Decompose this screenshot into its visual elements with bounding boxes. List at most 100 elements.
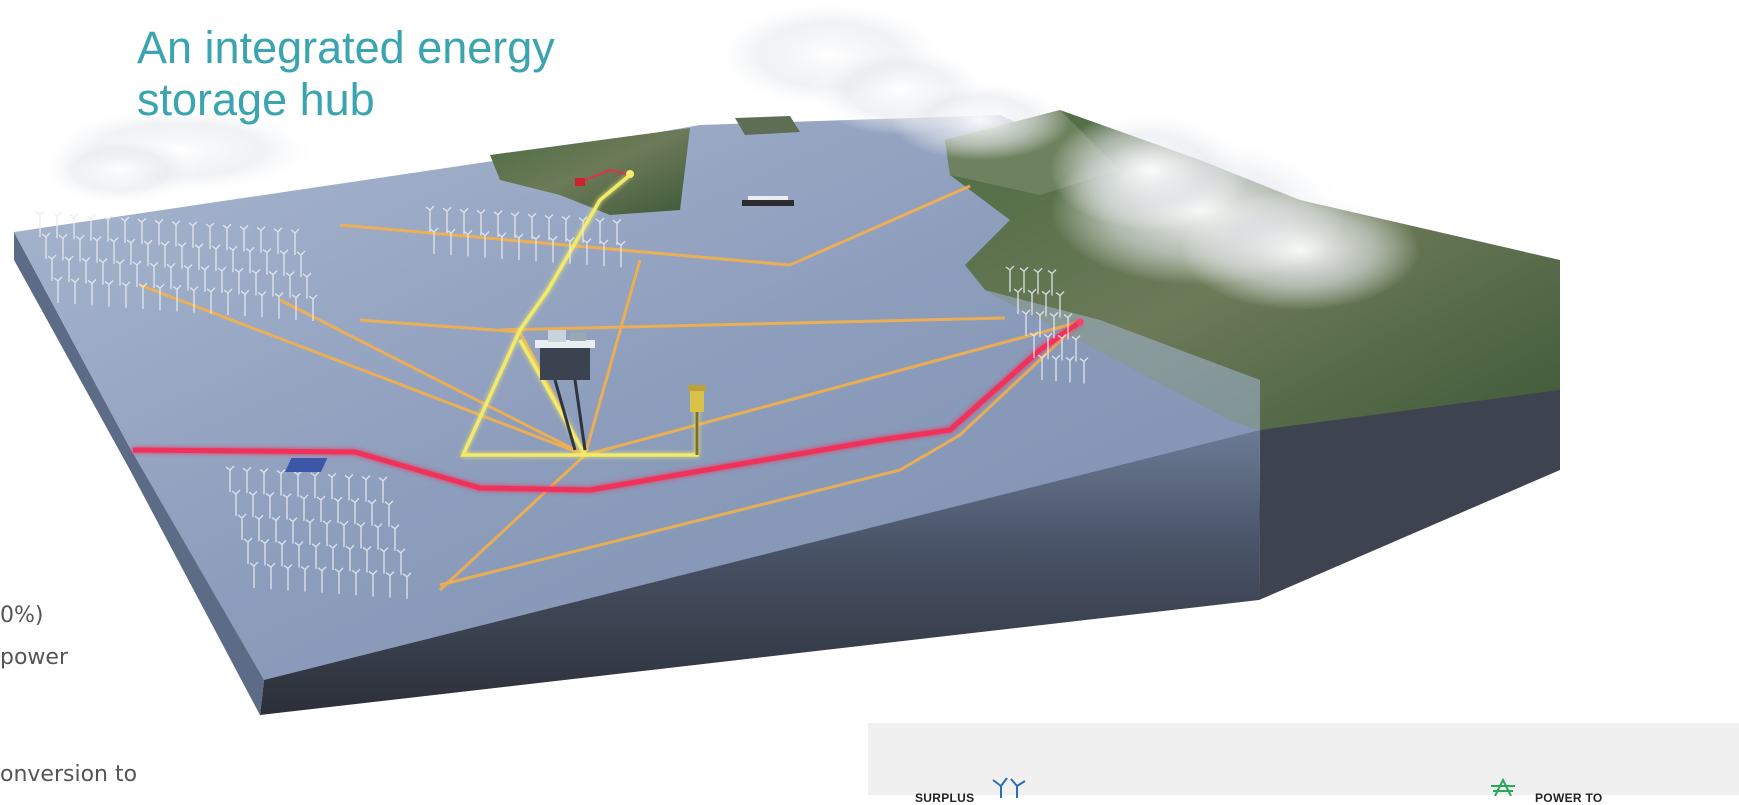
cropped-text-line-3: onversion to [0,762,138,787]
wind-turbine-blades [582,238,592,244]
wind-turbine-blades [1043,332,1053,339]
wind-turbine-blades [1065,355,1075,362]
wind-turbine-blades [171,220,181,226]
wind-turbine-blades [1051,354,1061,361]
wind-turbine-blades [251,268,261,275]
wind-turbine-blades [578,216,588,222]
wind-turbine-blades [290,228,300,234]
wind-turbine-blades [268,270,278,276]
wind-turbine-blades [234,267,244,274]
wind-turbine-blades [402,572,412,578]
wind-turbine-blades [282,493,292,499]
wind-turbine-blades [189,286,199,292]
wind-turbine-blades [1063,313,1073,319]
small-islet [735,116,800,135]
island-land [490,128,690,215]
power-to-label: POWER TO [1535,791,1603,805]
wind-turbine-blades [109,237,119,243]
wind-turbine-blades [616,240,626,247]
wind-turbine-blades [1019,266,1029,273]
wind-turbine-blades [379,547,389,553]
cropped-text-line-2: power [0,645,68,670]
wind-turbine-blades [237,513,247,519]
wind-turbine-blades [497,232,507,238]
wind-turbine-blades [310,471,320,477]
wind-turbine-blades [35,210,45,216]
wind-turbine-blades [595,217,605,223]
wind-turbine-blades [222,223,232,230]
wind-turbine-blades [188,221,198,227]
red-pipeline [132,319,1082,493]
wind-turbine-blades [1079,357,1089,363]
wind-turbine-blades [279,249,289,255]
wind-turbine-blades [293,470,303,476]
wind-turbine-blades [53,276,63,282]
page-title: An integrated energy storage hub [137,22,555,125]
wind-turbine-blades [548,235,558,242]
wind-turbine-blades [565,237,575,243]
wind-turbine-blades [1037,353,1047,359]
wind-turbine-blades [172,284,182,291]
wind-turbine-blades [69,212,79,219]
wind-turbine-blades [1033,267,1043,274]
wind-turbine-blades [166,262,176,269]
wind-turbine-blades [143,239,153,246]
wind-turbine-blades [154,218,164,225]
wind-turbine-blades [265,491,275,498]
wind-turbine-blades [277,539,287,546]
wind-turbine-blades [183,264,193,270]
wind-turbine-blades [283,563,293,570]
wind-turbine-blades [259,467,269,474]
wind-turbine-blades [612,218,622,225]
wind-turbine-blades [288,517,298,523]
wind-turbine-blades [98,258,108,264]
wind-turbine-blades [126,238,136,244]
wind-turbine-blades [446,228,456,235]
offshore-platform [535,330,595,451]
wind-turbine-blades [1047,269,1057,275]
wind-turbine-blades [1013,287,1023,293]
clouds [40,0,1420,310]
wind-turbine-blades [1035,310,1045,317]
wind-turbine-blades [260,538,270,545]
wind-turbine-blades [138,282,148,288]
wind-turbine-blades [296,250,306,256]
wind-turbine-blades [254,514,264,521]
wind-turbine-blades [510,211,520,217]
wind-turbine-blades [561,215,571,221]
wind-turbine-blades [243,537,253,543]
wind-turbine-blades [245,246,255,253]
wind-turbine-blades [599,239,609,245]
hydrogen-buoy [688,385,706,455]
wind-turbine-blades [378,476,388,482]
wind-turbine-blades [155,283,165,290]
wind-turbine-blades [206,287,216,293]
wind-turbine-blades [1021,309,1031,315]
wind-farm-north [35,205,626,321]
wind-turbine-blades [217,266,227,272]
wind-turbine-blades [115,259,125,265]
legend-panel: SURPLUS POWER TO [868,723,1739,805]
wind-turbine-blades [384,500,394,506]
wind-turbine-blades [361,475,371,481]
wind-turbine-blades [302,272,312,278]
wind-turbine-blades [240,289,250,296]
wind-turbine-blades [368,569,378,576]
wind-turbine-blades [317,566,327,572]
wind-turbine-blades [345,544,355,551]
wind-turbine-blades [273,227,283,233]
wind-turbine-blades [1005,265,1015,271]
solar-array [284,458,328,472]
wind-turbine-blades [262,248,272,254]
wind-turbine-blades [47,254,57,260]
wind-turbine-blades [194,243,204,249]
wind-turbine-blades [285,271,295,277]
wind-turbine-blades [396,548,406,554]
wind-turbine-blades [328,543,338,549]
wind-turbine-blades [75,234,85,241]
cargo-ship [742,196,794,206]
wind-turbine-blades [291,293,301,299]
wind-turbine-blades [1049,311,1059,318]
wind-turbine-blades [373,523,383,529]
